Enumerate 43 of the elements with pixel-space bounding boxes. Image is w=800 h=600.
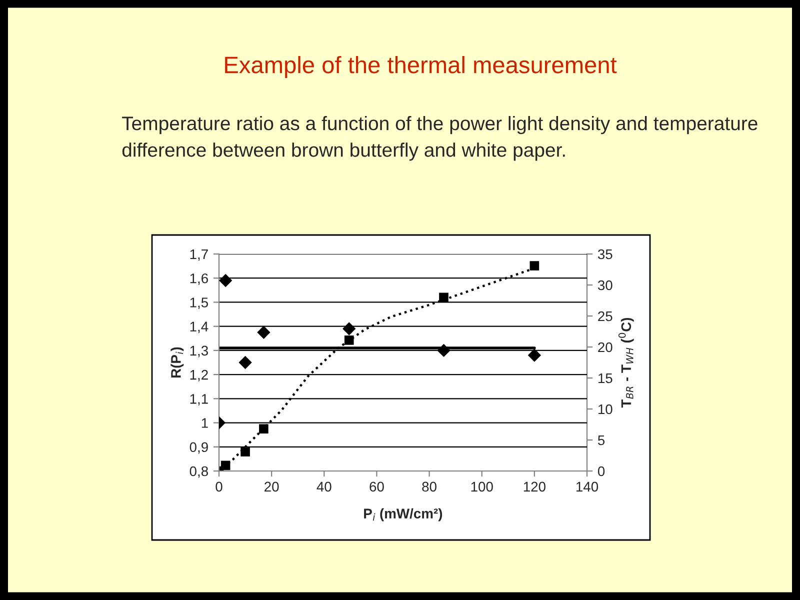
x-tick-label: 40 (316, 482, 332, 492)
point (240, 447, 250, 456)
point (528, 348, 542, 362)
y-tick-label: 1,1 (190, 394, 208, 406)
point (342, 322, 356, 336)
y-tick-label: 1,2 (190, 370, 208, 382)
point (259, 424, 268, 434)
chart-subtitle: Temperature ratio as a function of the power light density and temperature difference between brown butterfly and white paper. (122, 116, 758, 161)
y-tick-label: 1,6 (190, 273, 208, 285)
y-tick-label: 0,8 (190, 466, 208, 478)
point (219, 274, 232, 288)
y2-tick-label: 30 (598, 280, 612, 290)
x-tick-label: 0 (216, 482, 222, 492)
y2-tick-label: 10 (598, 404, 612, 414)
y-tick-label: 1,7 (190, 249, 208, 261)
chart-title: Example of the thermal measurement (225, 56, 617, 78)
x-tick-label: 120 (524, 482, 546, 492)
point (530, 261, 540, 270)
point (220, 460, 230, 470)
x-tick-label: 20 (264, 482, 279, 492)
y2-tick-label: 0 (598, 466, 605, 476)
y2-axis-title: T$_{BR}$ - T$_{WH}$ ($^{0}$C) (618, 318, 634, 408)
y-tick-label: 0,9 (190, 442, 208, 454)
y-axis-title: R(P$_{i}$) (170, 347, 184, 378)
y-tick-label: 1,4 (190, 322, 208, 334)
x-tick-label: 140 (576, 482, 598, 492)
x-tick-label: 80 (422, 482, 436, 492)
y-tick-label: 1,3 (190, 346, 208, 358)
y2-tick-label: 25 (598, 311, 612, 322)
y2-tick-label: 35 (598, 249, 612, 260)
y-tick-label: 1 (202, 418, 208, 428)
point (439, 292, 448, 302)
y-tick-label: 1,5 (190, 298, 208, 310)
point (344, 336, 354, 345)
y2-tick-label: 5 (598, 435, 605, 446)
point (437, 344, 450, 358)
y2-tick-label: 15 (598, 373, 612, 384)
point (257, 326, 270, 339)
point (238, 356, 252, 370)
x-tick-label: 60 (370, 482, 384, 492)
x-tick-label: 100 (471, 482, 493, 492)
x-axis-title: P$_{i}$ (mW/cm²) (364, 508, 442, 522)
y2-tick-label: 20 (598, 342, 612, 352)
